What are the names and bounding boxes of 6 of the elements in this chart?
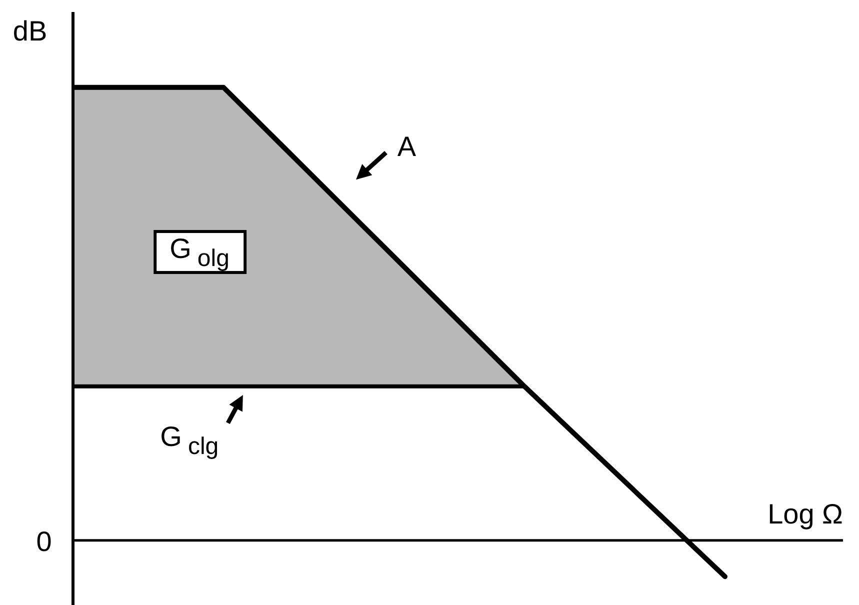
- series-label: G$_{clg}$: [160, 421, 219, 460]
- ref-line-label: 0: [36, 526, 52, 558]
- annotation: G$_{olg}$: [170, 233, 230, 272]
- y-axis-title: dB: [12, 16, 48, 47]
- x-axis-title: Log Ω: [768, 498, 843, 530]
- legend-label: A: [397, 130, 416, 163]
